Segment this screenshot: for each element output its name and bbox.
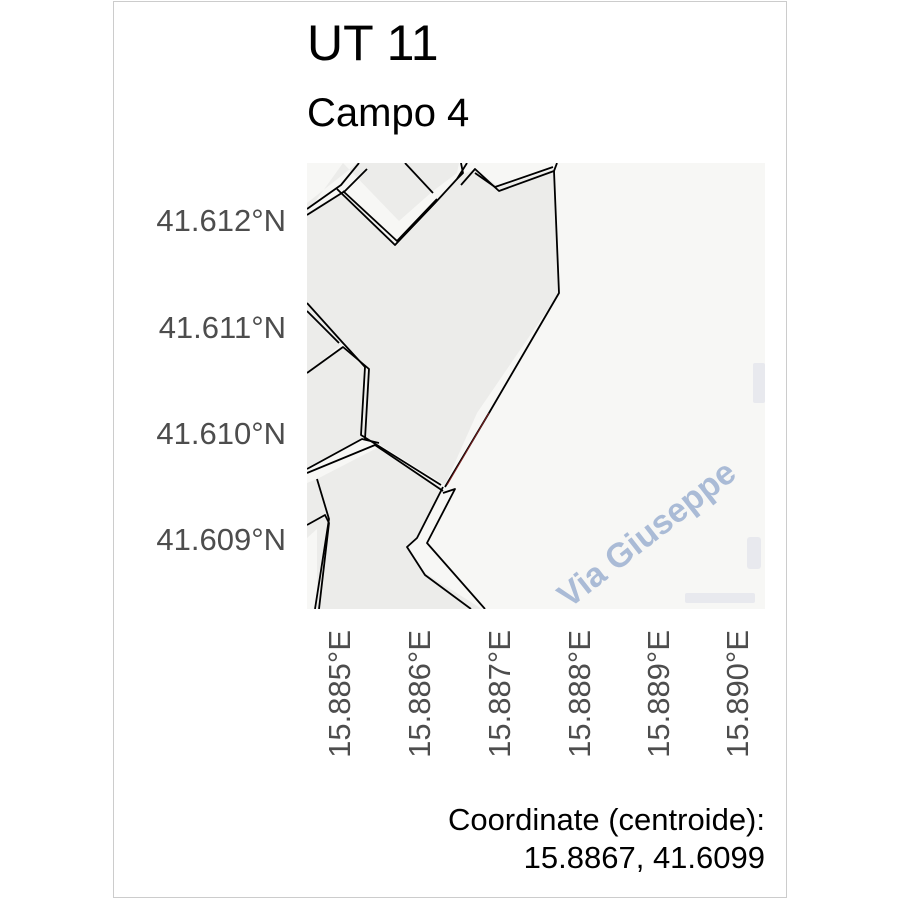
street-segment: [753, 363, 765, 403]
basemap-details: [685, 363, 765, 603]
boundary-line: [307, 514, 330, 609]
y-tick-label: 41.609°N: [156, 522, 286, 557]
boundary-line: [307, 163, 360, 210]
x-tick-label: 15.887°E: [482, 630, 517, 758]
boundary-line: [336, 163, 468, 246]
boundary-line: [307, 302, 442, 486]
x-tick-label: 15.889°E: [641, 630, 676, 758]
boundary-line: [406, 486, 472, 609]
boundary-line: [307, 310, 340, 344]
parcel-boundaries: [307, 163, 560, 609]
x-tick-label: 15.890°E: [720, 630, 755, 758]
boundary-line: [307, 438, 380, 470]
map-subtitle: Campo 4: [307, 91, 470, 135]
boundary-line: [460, 163, 558, 192]
boundary-line: [342, 190, 438, 242]
x-tick-label: 15.886°E: [402, 630, 437, 758]
boundary-line: [456, 163, 464, 180]
caption-coordinates: 15.8867, 41.6099: [523, 840, 765, 875]
plot-frame: [113, 1, 787, 898]
boundary-highlight: [446, 412, 490, 486]
map-panel[interactable]: Via Giuseppe: [307, 163, 765, 609]
boundary-line: [307, 444, 444, 492]
parcel-left-lower: [307, 479, 329, 538]
street-segment: [685, 593, 755, 603]
boundary-line: [404, 163, 434, 194]
parcel-main: [307, 163, 459, 221]
centroid-caption: Coordinate (centroide): 15.8867, 41.6099: [448, 801, 765, 877]
y-tick-label: 41.610°N: [156, 416, 286, 451]
parcel-lower: [317, 448, 482, 609]
map-title: UT 11: [307, 15, 439, 71]
parcel-layer: [307, 163, 559, 609]
boundary-line: [426, 488, 486, 609]
parcel-central: [307, 169, 559, 485]
x-tick-label: 15.885°E: [322, 630, 357, 758]
parcel-left-mid: [307, 347, 365, 468]
boundary-line: [474, 166, 554, 188]
map-canvas: Via Giuseppe: [307, 163, 765, 609]
boundary-line: [307, 346, 370, 440]
y-tick-label: 41.611°N: [158, 310, 286, 345]
caption-line: Coordinate (centroide):: [447, 802, 765, 837]
y-tick-label: 41.612°N: [156, 203, 286, 238]
boundary-line: [307, 168, 368, 216]
boundary-line: [314, 478, 330, 609]
building-footprint: [747, 537, 761, 569]
x-tick-label: 15.888°E: [562, 630, 597, 758]
